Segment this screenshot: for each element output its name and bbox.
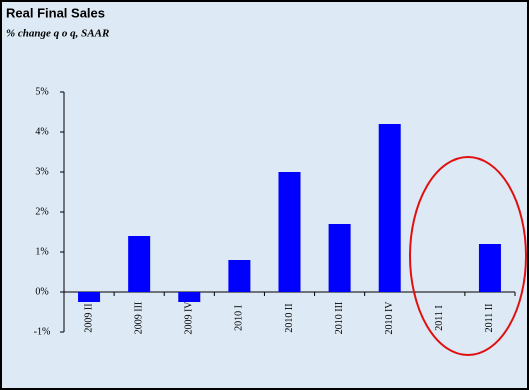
- x-tick-label: 2009 III: [133, 302, 144, 335]
- y-tick-label: 3%: [35, 166, 48, 177]
- bar: [128, 236, 151, 292]
- bar: [378, 124, 401, 292]
- chart-title: Real Final Sales: [6, 5, 105, 20]
- chart-subtitle: % change q o q, SAAR: [6, 28, 109, 40]
- y-tick-label: 5%: [35, 86, 48, 97]
- x-tick-label: 2010 III: [334, 302, 345, 335]
- bar: [178, 292, 201, 302]
- x-tick-label: 2009 IV: [184, 301, 195, 335]
- bar: [478, 244, 501, 292]
- bar: [328, 224, 351, 292]
- x-tick-label: 2010 IV: [384, 301, 395, 335]
- y-tick-label: -1%: [34, 326, 51, 337]
- y-tick-label: 1%: [35, 246, 48, 257]
- y-tick-label: 0%: [35, 286, 48, 297]
- bar: [278, 172, 301, 292]
- x-tick-label: 2010 I: [234, 305, 245, 331]
- bar: [78, 292, 101, 302]
- highlight-ellipse: [409, 156, 527, 356]
- x-tick-label: 2010 II: [284, 303, 295, 332]
- x-tick-label: 2011 I: [434, 305, 445, 330]
- plot: -1% 0% 1% 2% 3% 4% 5% 2009 II 2009 III 2009 IV 201…: [34, 86, 516, 337]
- x-tick-label: 2009 II: [83, 303, 94, 332]
- x-tick-label: 2011 II: [484, 304, 495, 333]
- y-tick-label: 4%: [35, 126, 48, 137]
- bar: [228, 260, 251, 292]
- y-tick-label: 2%: [35, 206, 48, 217]
